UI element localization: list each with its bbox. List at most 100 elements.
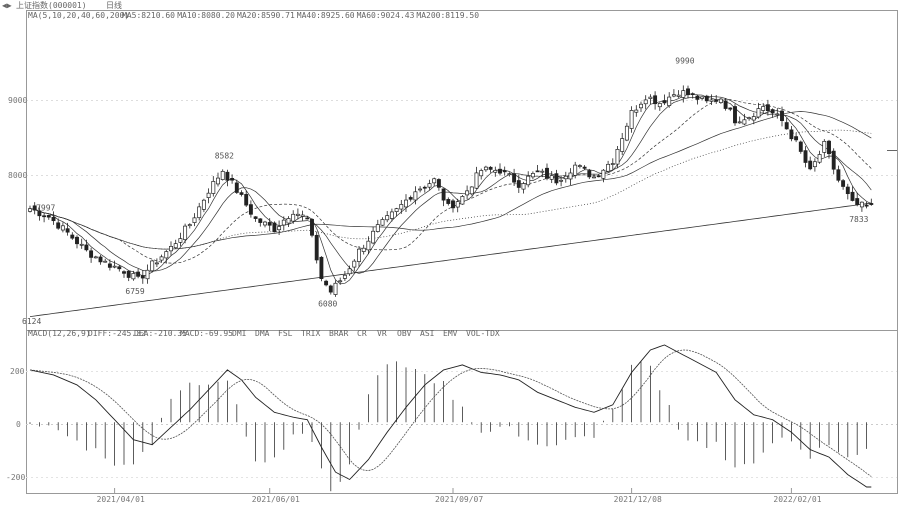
candle (841, 178, 846, 190)
candle-body (841, 180, 846, 187)
candle-body (286, 218, 291, 224)
candle-body (610, 163, 615, 165)
candle (220, 169, 225, 181)
candle-body (277, 226, 282, 231)
candle (267, 218, 272, 232)
candle (639, 101, 643, 113)
candle (606, 160, 611, 173)
candle (258, 218, 263, 227)
tab-cr[interactable]: CR (357, 329, 367, 338)
candle (714, 95, 719, 104)
candle (225, 169, 230, 187)
candle (855, 192, 860, 207)
candle (483, 165, 488, 172)
tab-dma[interactable]: DMA (255, 329, 270, 338)
symbol-name: 上证指数(000001) (16, 0, 87, 10)
candle (117, 264, 122, 272)
candle (836, 165, 841, 183)
price-annotation: 7997 (36, 204, 55, 213)
candle (474, 166, 479, 189)
candle (812, 158, 817, 172)
candle-body (756, 108, 761, 118)
candle-body (483, 166, 488, 171)
candle-body (154, 262, 159, 265)
candle-body (521, 183, 526, 190)
candle-body (704, 95, 709, 102)
candle (512, 168, 517, 186)
candle-body (253, 216, 258, 219)
candle (32, 202, 37, 215)
tab-trix[interactable]: TRIX (301, 329, 320, 338)
candle (42, 212, 47, 223)
macd-tick-neg200: -200 (6, 473, 25, 482)
candle-body (803, 150, 808, 163)
tab-obv[interactable]: OBV (397, 329, 412, 338)
ma40-line (29, 111, 872, 250)
tab-vr[interactable]: VR (377, 329, 387, 338)
candle-body (258, 218, 263, 223)
tab-asi[interactable]: ASI (420, 329, 435, 338)
candle-body (136, 271, 141, 277)
indicator-tabs: DMI DMA FSL TRIX BRAR CR VR OBV ASI EMV VOL-TDX (232, 329, 500, 338)
candle-body (319, 256, 324, 279)
candle-body (869, 203, 874, 205)
price-panel: 9000 8000 7997 8582 6759 6080 9990 7833 6124 (8, 57, 897, 326)
tab-brar[interactable]: BRAR (329, 329, 348, 338)
candle-body (587, 170, 592, 178)
candle-body (432, 178, 437, 184)
candle-body (408, 197, 413, 200)
ma200-line (29, 202, 872, 317)
candle (742, 113, 747, 126)
candle (145, 264, 150, 284)
candle-body (230, 178, 235, 181)
candle (75, 235, 79, 249)
candle (789, 126, 794, 142)
price-annotations: 7997 8582 6759 6080 9990 7833 6124 (22, 57, 869, 326)
period-label[interactable]: 日线 (106, 0, 122, 10)
candle (286, 216, 291, 228)
price-tick-9000: 9000 (8, 96, 27, 105)
candle (357, 245, 361, 267)
tab-dmi[interactable]: DMI (232, 329, 247, 338)
candle (747, 116, 752, 121)
candle-body (70, 234, 75, 239)
candle (154, 258, 159, 268)
candle (216, 172, 220, 187)
candle-body (281, 219, 286, 226)
candle-body (549, 175, 554, 180)
candle (455, 198, 460, 213)
candle (380, 217, 385, 226)
candle (305, 215, 310, 220)
candle-body (291, 213, 296, 222)
candle-body (173, 243, 178, 249)
date-label: 2022/02/01 (773, 495, 821, 504)
price-annotation: 9990 (675, 57, 694, 66)
candle-body (728, 107, 733, 110)
ma60-line (29, 129, 872, 250)
candle-body (498, 168, 502, 174)
ma-value-ma40: MA40:8925.60 (297, 11, 355, 20)
menu-arrows-icon[interactable]: ◀▶ (2, 1, 12, 10)
candle-body (263, 221, 267, 226)
candle (173, 239, 178, 250)
candle-body (418, 188, 423, 191)
candle (643, 95, 648, 110)
candle (822, 139, 827, 157)
candle (178, 232, 183, 247)
candle-body (295, 213, 300, 216)
candle (704, 94, 709, 104)
candle-body (606, 163, 611, 172)
tab-emv[interactable]: EMV (443, 329, 458, 338)
candle (634, 105, 639, 117)
candle (549, 171, 554, 184)
tab-vol-tdx[interactable]: VOL-TDX (466, 329, 500, 338)
candle-body (192, 217, 197, 223)
candle (502, 166, 507, 176)
candle (446, 197, 451, 206)
candle (827, 139, 831, 159)
candle-body (220, 170, 225, 180)
candle (164, 250, 169, 264)
tab-fsl[interactable]: FSL (278, 329, 293, 338)
candle (413, 186, 418, 205)
candle-body (864, 204, 869, 207)
